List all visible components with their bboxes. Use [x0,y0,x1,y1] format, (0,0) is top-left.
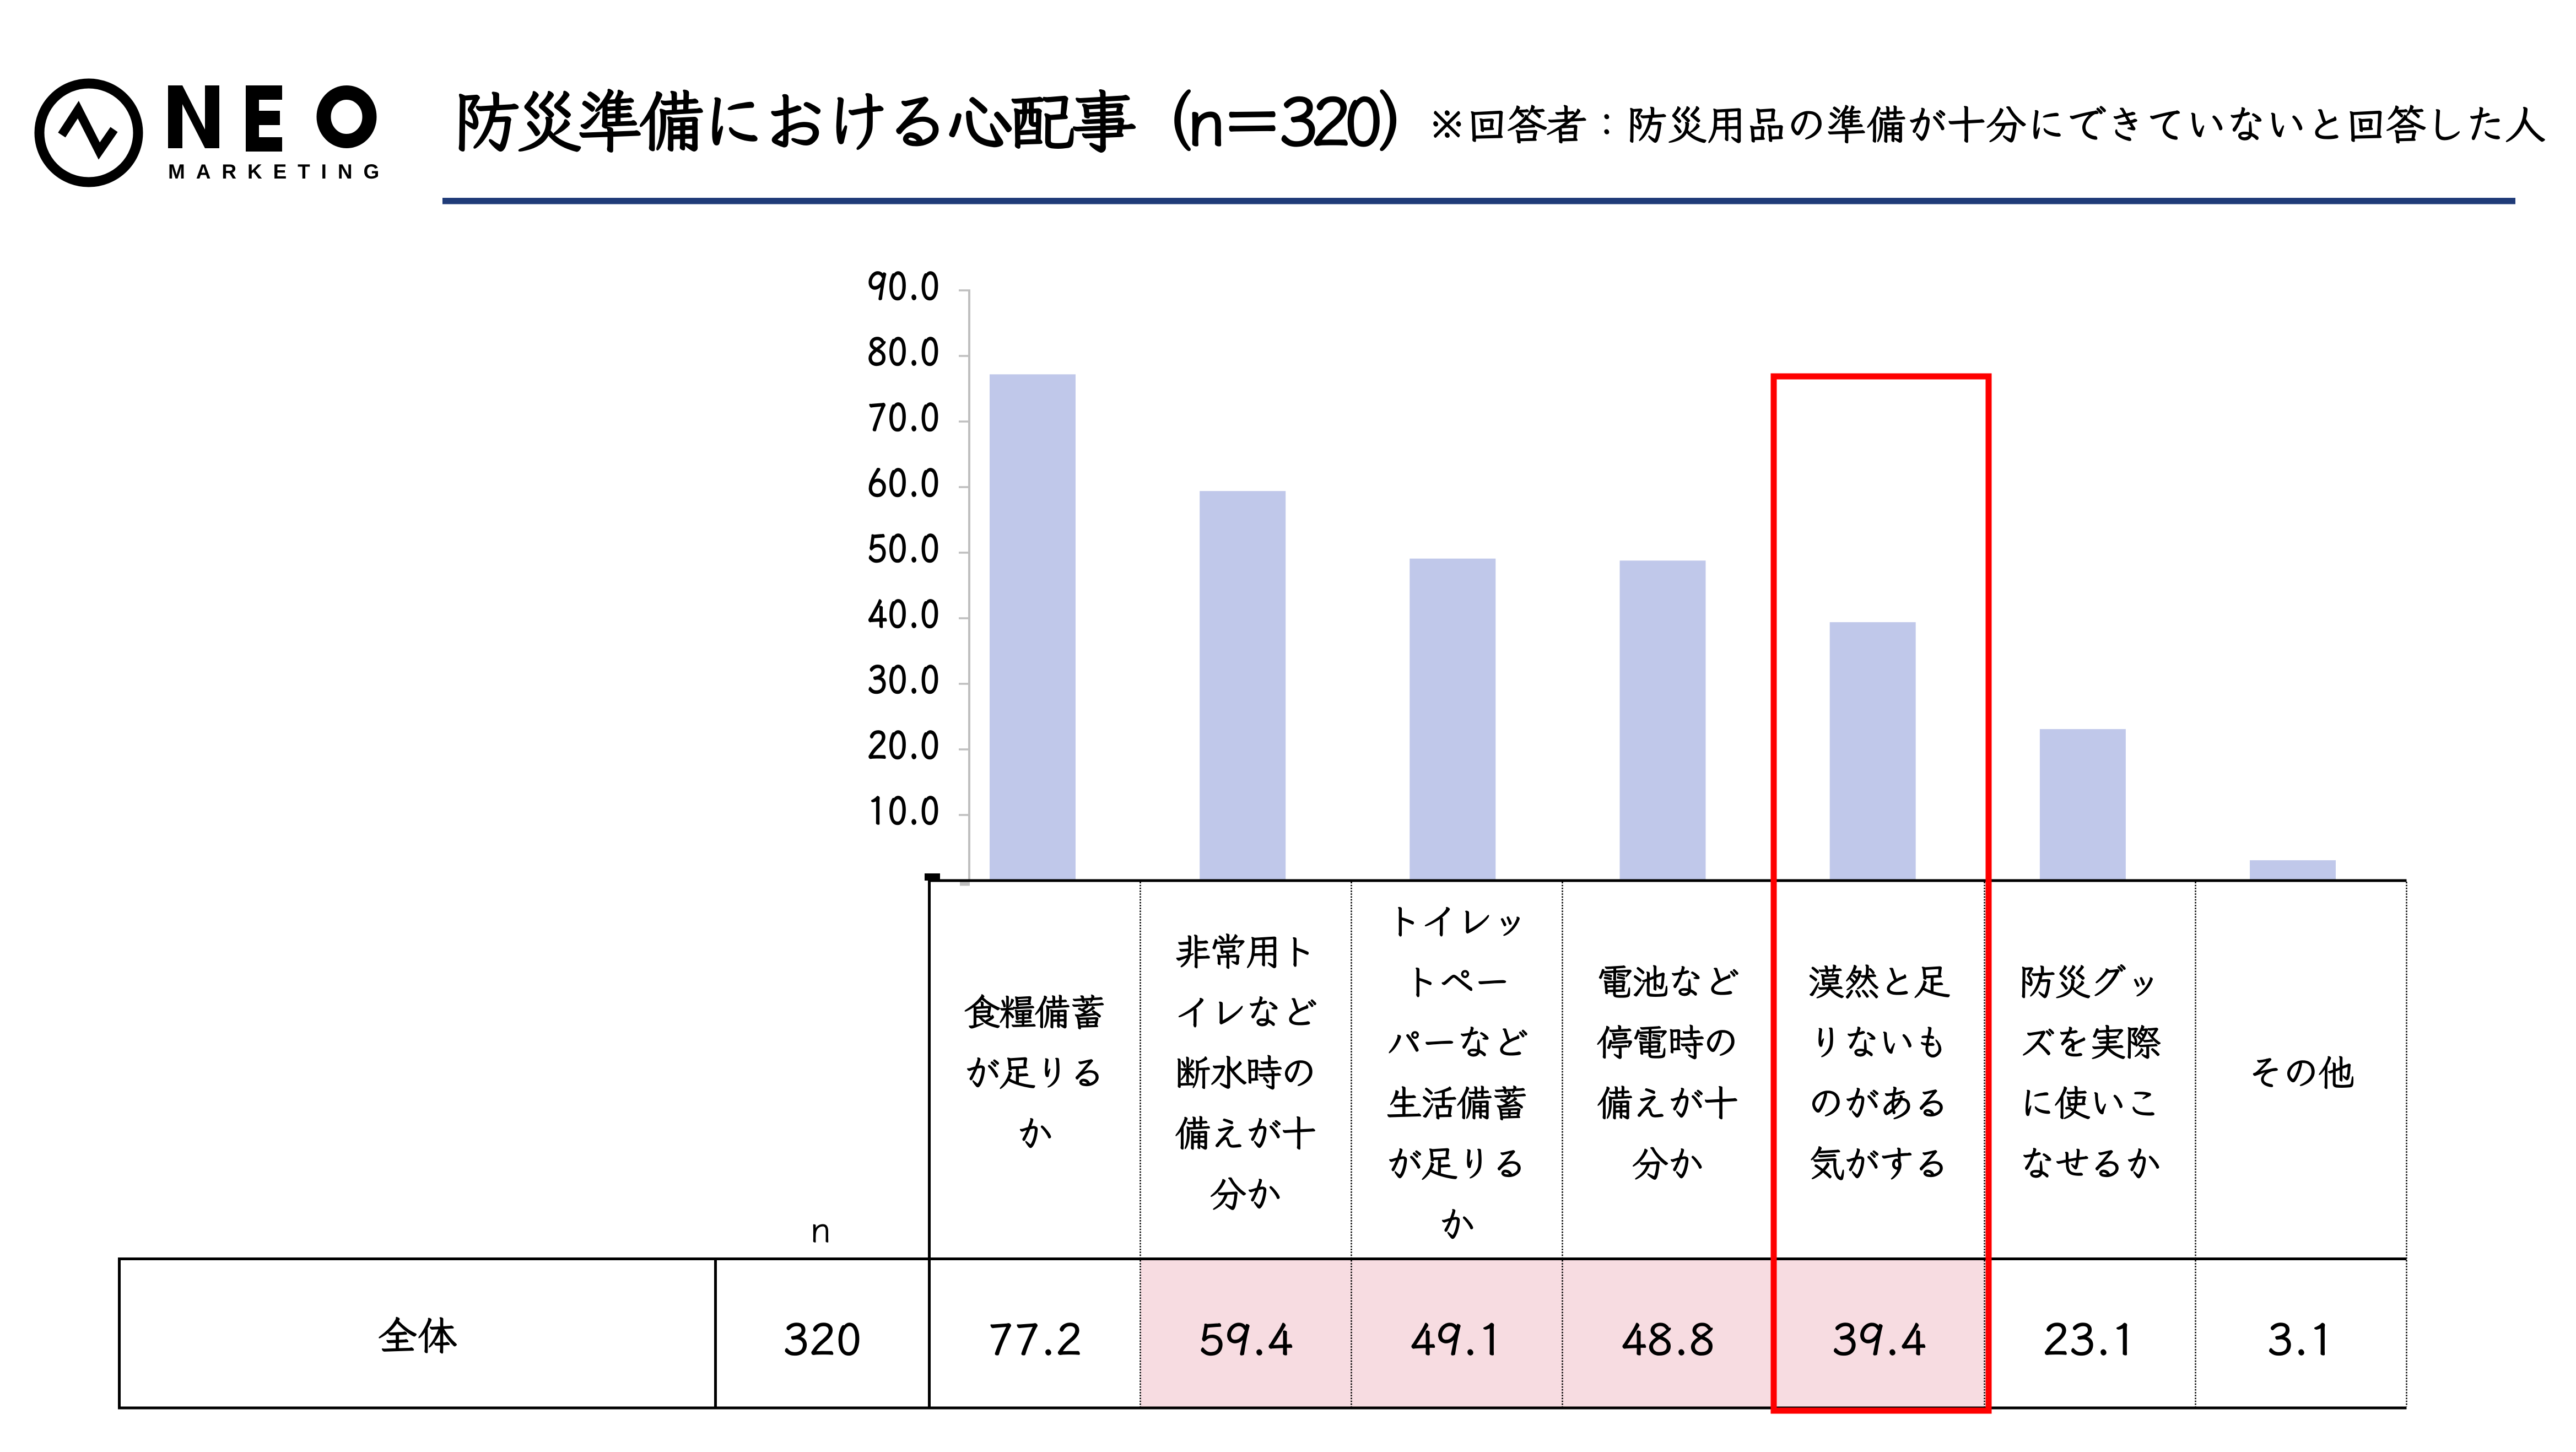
svg-text:MARKETING: MARKETING [168,160,390,183]
